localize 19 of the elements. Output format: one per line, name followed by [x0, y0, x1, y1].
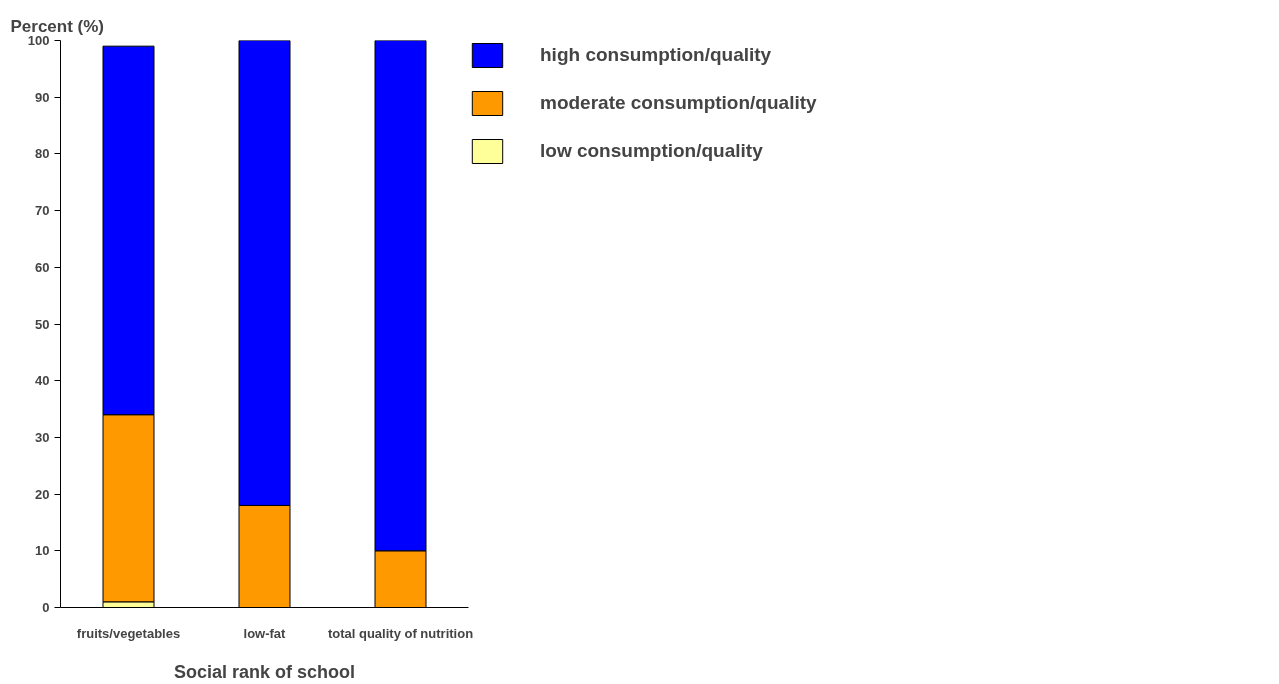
y-tick-label: 0 — [42, 600, 50, 615]
y-tick-label: 100 — [27, 33, 50, 48]
legend-label: moderate consumption/quality — [540, 92, 817, 114]
y-tick-label: 40 — [35, 373, 50, 389]
legend-label: low consumption/quality — [540, 140, 763, 162]
y-tick-label: 90 — [35, 89, 50, 105]
y-tick-label: 30 — [35, 429, 50, 445]
legend-label: high consumption/quality — [540, 44, 772, 66]
x-tick-label: total quality of nutrition — [327, 625, 474, 641]
x-axis-title: Social rank of school — [173, 661, 356, 682]
x-tick-label: fruits/vegetables — [76, 625, 181, 641]
y-tick-label: 60 — [35, 259, 50, 275]
y-tick-label: 70 — [35, 203, 50, 219]
y-tick-label: 20 — [35, 486, 50, 502]
y-tick-label: 10 — [35, 543, 50, 559]
y-tick-label: 80 — [35, 146, 50, 162]
x-tick-label: low-fat — [243, 625, 287, 641]
y-tick-label: 50 — [35, 316, 50, 332]
y-axis-title: Percent (%) — [10, 16, 105, 36]
